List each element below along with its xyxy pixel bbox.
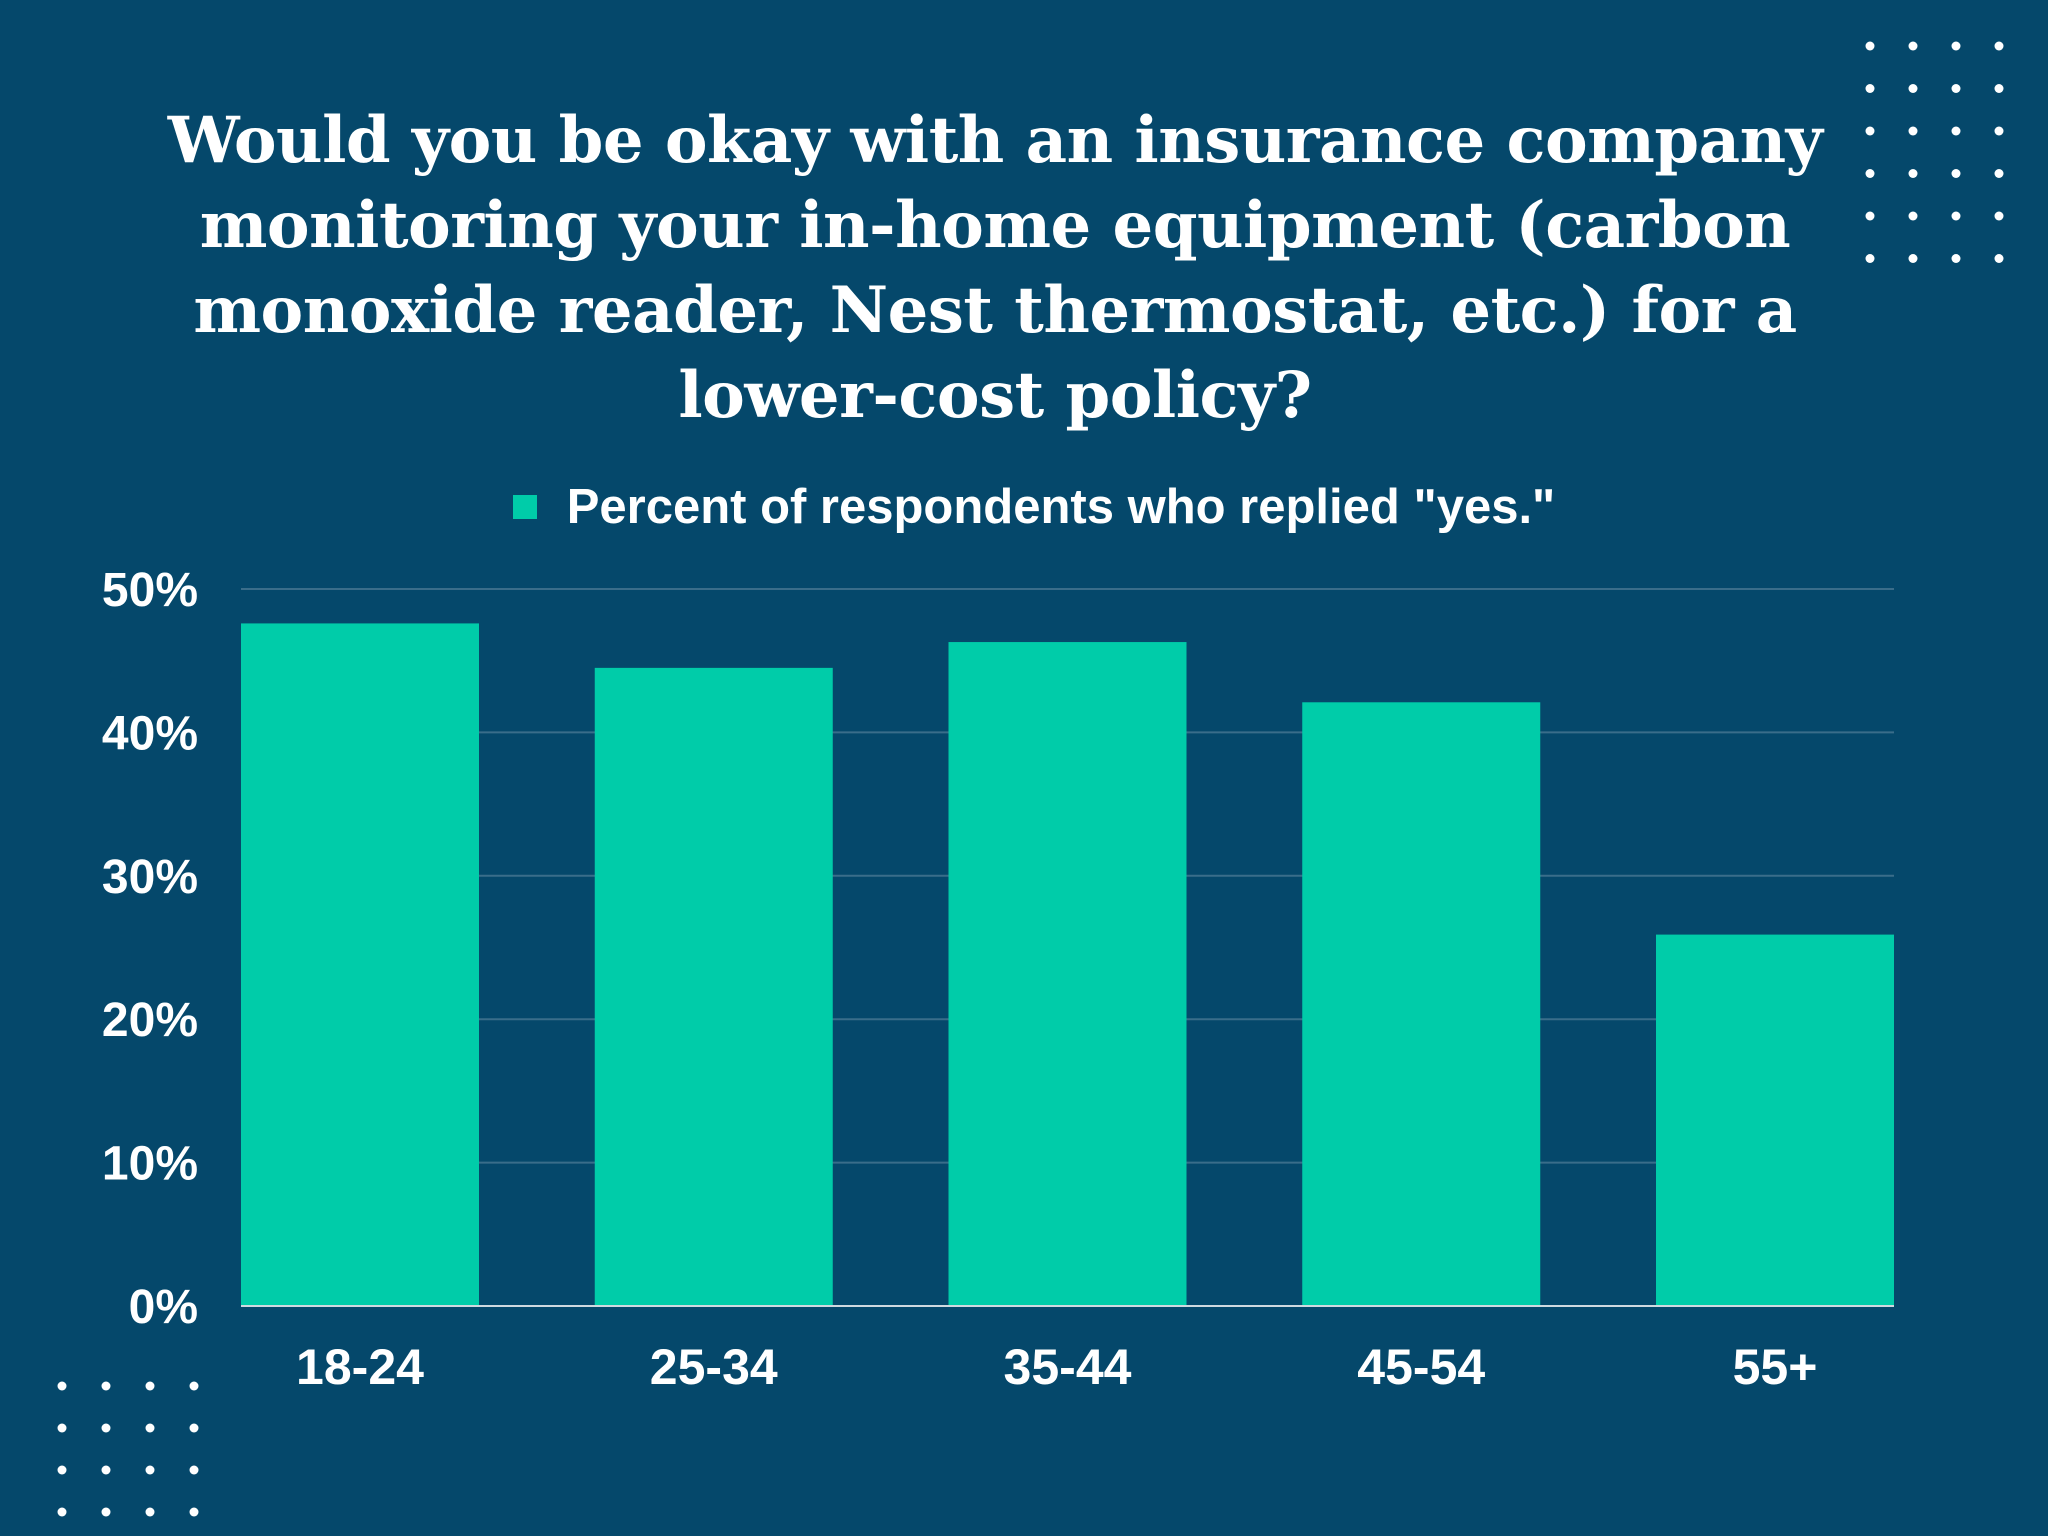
decor-dot [1994,84,2004,93]
decor-dot [1994,169,2004,178]
y-tick-label: 20% [102,994,198,1047]
bars [241,623,1894,1306]
x-tick-label: 45-54 [1357,1339,1485,1395]
decor-dot [1951,41,1961,51]
decor-dot [1908,169,1918,178]
decor-dot [1865,254,1875,263]
bar-55+ [1656,934,1894,1306]
decor-dot [101,1465,111,1475]
decor-dot [189,1465,199,1475]
decor-dot [145,1507,155,1517]
decor-dot [1994,126,2004,136]
decor-dot [1951,211,1961,221]
y-tick-label: 40% [102,707,198,760]
decor-dot [1908,211,1918,221]
decor-dot [1865,169,1875,178]
chart-legend: Percent of respondents who replied "yes.… [0,472,2048,542]
decor-dot [145,1381,155,1391]
decor-dot [1908,84,1918,93]
chart-title: Would you be okay with an insurance comp… [167,103,1823,433]
decor-dot [1994,211,2004,221]
dot-grid-decoration-bottom-left [57,1381,199,1517]
x-tick-label: 18-24 [296,1339,424,1395]
y-tick-label: 50% [102,564,198,617]
x-tick-label: 25-34 [650,1339,778,1395]
y-tick-label: 30% [102,851,198,904]
decor-dot [57,1423,67,1433]
decor-dot [189,1381,199,1391]
decor-dot [1951,254,1961,263]
decor-dot [101,1507,111,1517]
decor-dot [1994,41,2004,51]
bar-45-54 [1302,702,1541,1306]
decor-dot [1865,126,1875,136]
x-tick-label: 35-44 [1004,1339,1132,1395]
bar-35-44 [948,642,1187,1306]
decor-dot [1908,41,1918,51]
decor-dot [1951,126,1961,136]
decor-dot [1865,84,1875,93]
bar-18-24 [241,623,479,1306]
decor-dot [1908,254,1918,263]
decor-dot [189,1423,199,1433]
decor-dot [57,1381,67,1391]
dot-grid-decoration-top-right [1865,41,2004,263]
decor-dot [1865,41,1875,51]
legend-swatch [512,495,537,519]
bar-25-34 [594,667,833,1306]
decor-dot [57,1465,67,1475]
decor-dot [57,1507,67,1517]
decor-dot [101,1381,111,1391]
decor-dot [145,1465,155,1475]
decor-dot [1908,126,1918,136]
x-tick-label: 55+ [1733,1339,1818,1395]
y-axis-tick-labels: 0% 10% 20% 30% 40% 50% [102,564,198,1334]
decor-dot [1865,211,1875,221]
x-axis-tick-labels: 18-24 25-34 35-44 45-54 55+ [296,1339,1817,1395]
legend-label: Percent of respondents who replied "yes.… [566,480,1556,534]
decor-dot [1951,169,1961,178]
decor-dot [145,1423,155,1433]
y-tick-label: 0% [129,1281,198,1334]
decor-dot [101,1423,111,1433]
decor-dot [1951,84,1961,93]
decor-dot [189,1507,199,1517]
decor-dot [1994,254,2004,263]
y-tick-label: 10% [102,1138,198,1191]
